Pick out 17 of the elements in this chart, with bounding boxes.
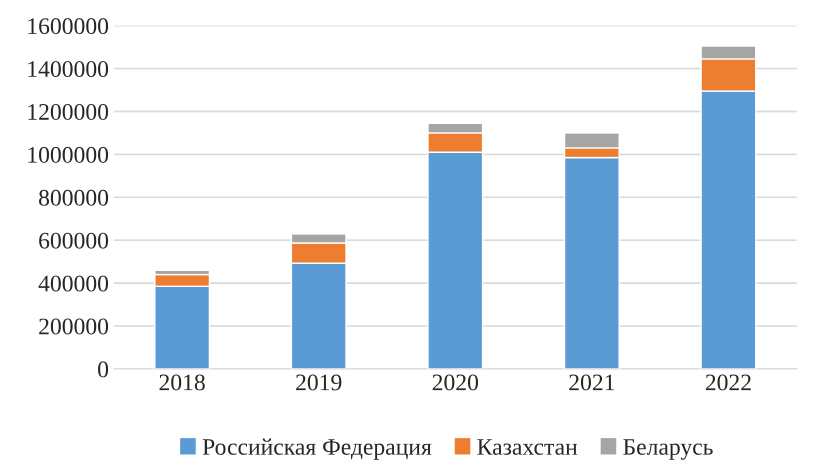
x-tick-label: 2021	[569, 374, 614, 390]
y-tick-label: 1400000	[28, 61, 108, 78]
y-tick-label: 1000000	[28, 146, 108, 163]
y-tick-label: 0	[98, 361, 108, 378]
x-tick-label: 2020	[432, 374, 478, 390]
x-tick-label: 2022	[706, 374, 751, 390]
x-tick-label: 2018	[160, 374, 205, 390]
y-tick-label: 600000	[39, 232, 108, 249]
y-tick-label: 1200000	[28, 104, 108, 120]
y-tick-label: 1600000	[28, 18, 108, 34]
legend-label: Беларусь	[623, 439, 713, 460]
legend-label: Российская Федерация	[202, 438, 432, 460]
y-tick-label: 800000	[39, 190, 108, 206]
y-tick-label: 200000	[39, 318, 108, 334]
y-tick-label: 400000	[38, 276, 108, 292]
x-tick-label: 2019	[296, 374, 342, 390]
legend-label: Казахстан	[477, 439, 578, 455]
